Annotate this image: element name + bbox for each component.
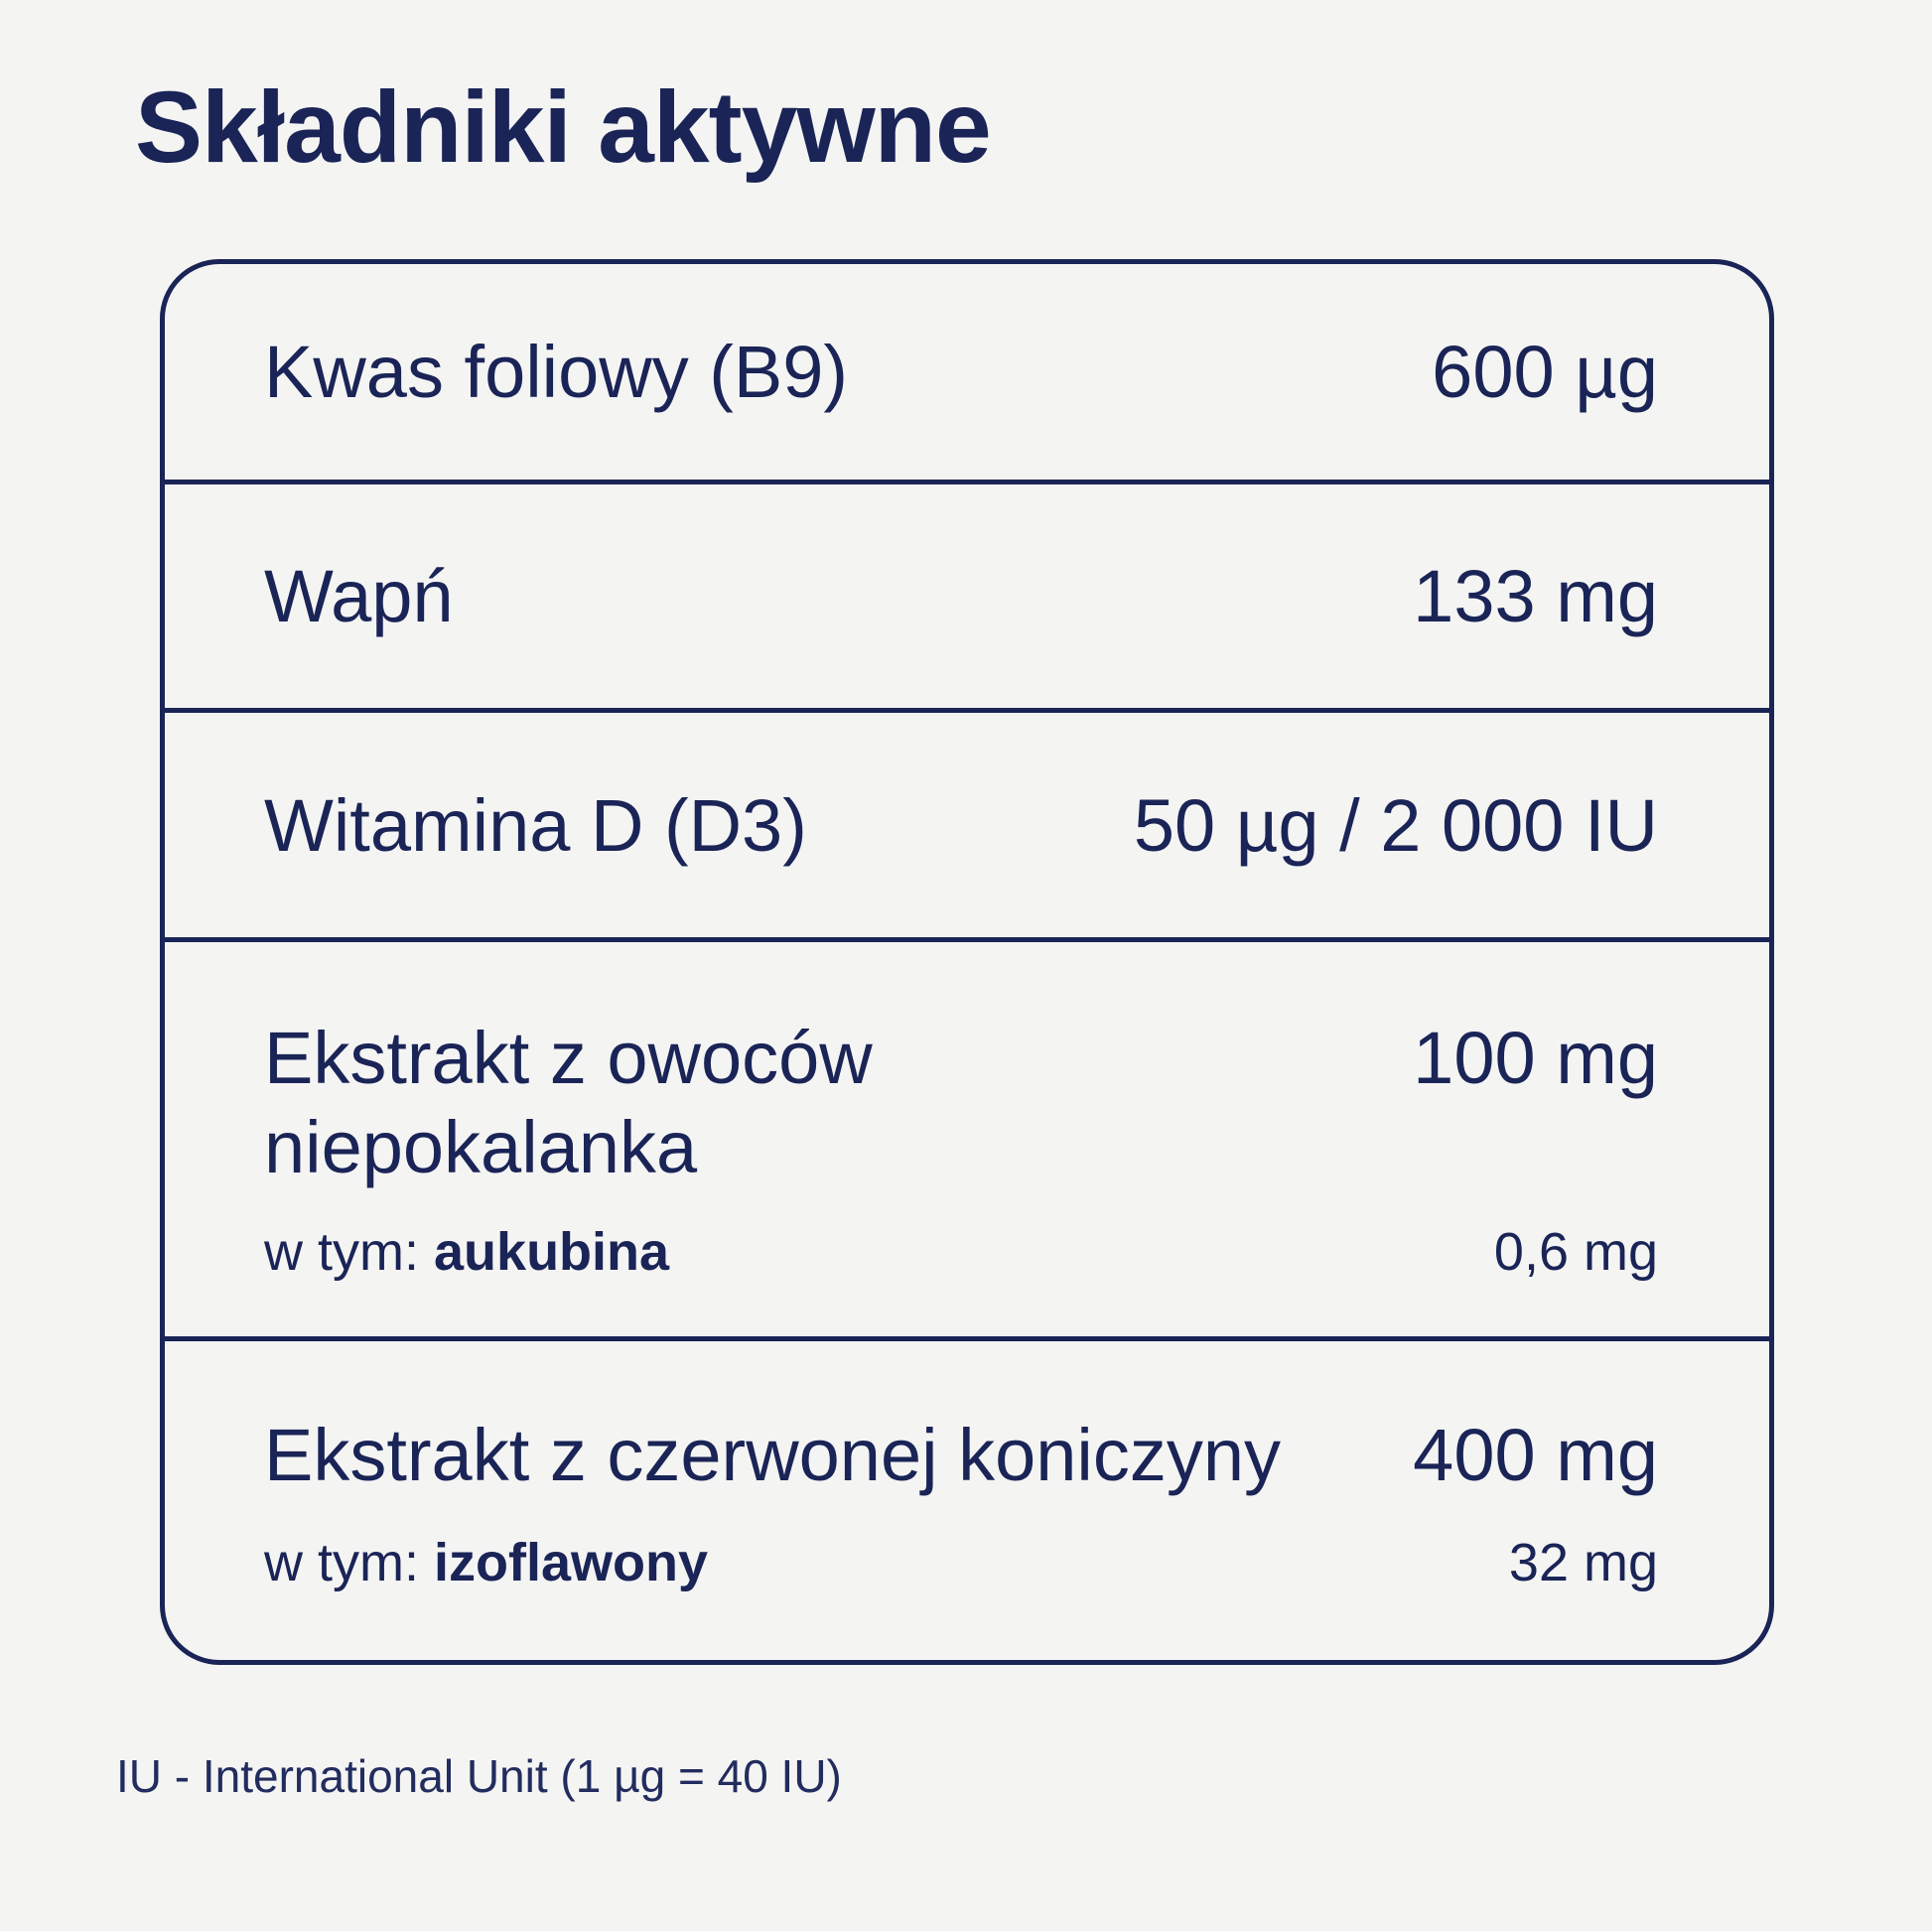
sub-ingredient-prefix: w tym: [264,1533,419,1593]
table-row: Kwas foliowy (B9) 600 µg [165,264,1769,480]
sub-ingredient-line: w tym: izoflawony 32 mg [264,1532,1658,1593]
active-ingredients-table: Kwas foliowy (B9) 600 µg Wapń 133 mg Wit… [160,259,1774,1665]
table-row: Ekstrakt z czerwonej koniczyny 400 mg w … [165,1336,1769,1660]
ingredient-amount: 100 mg [1413,1017,1658,1099]
ingredient-name: Ekstrakt z owoców niepokalanka [264,1017,873,1189]
sub-ingredient-label: izoflawony [434,1533,709,1593]
ingredient-name: Wapń [264,555,454,637]
ingredient-main-line: Ekstrakt z owoców niepokalanka 100 mg [264,1014,1658,1193]
page-title: Składniki aktywne [135,70,992,184]
sub-ingredient-label: aukubina [434,1221,670,1282]
table-row: Wapń 133 mg [165,480,1769,708]
sub-ingredient-amount: 32 mg [1508,1533,1658,1593]
sub-ingredient-amount: 0,6 mg [1493,1221,1658,1282]
ingredient-name: Witamina D (D3) [264,783,807,867]
ingredient-amount: 400 mg [1413,1414,1658,1496]
sub-ingredient-line: w tym: aukubina 0,6 mg [264,1221,1658,1283]
iu-footnote: IU - International Unit (1 µg = 40 IU) [116,1750,842,1802]
ingredient-amount: 600 µg [1432,331,1658,413]
table-row: Ekstrakt z owoców niepokalanka 100 mg w … [165,937,1769,1336]
ingredient-name: Ekstrakt z czerwonej koniczyny [264,1414,1282,1496]
ingredient-main-line: Ekstrakt z czerwonej koniczyny 400 mg [264,1411,1658,1500]
table-row: Witamina D (D3) 50 µg / 2 000 IU [165,708,1769,937]
ingredient-amount: 50 µg / 2 000 IU [1133,783,1658,867]
sub-ingredient-name: w tym: izoflawony [264,1532,708,1593]
sub-ingredient-name: w tym: aukubina [264,1221,669,1283]
sub-ingredient-prefix: w tym: [264,1221,419,1282]
ingredient-name: Kwas foliowy (B9) [264,331,849,413]
ingredient-amount: 133 mg [1413,555,1658,637]
